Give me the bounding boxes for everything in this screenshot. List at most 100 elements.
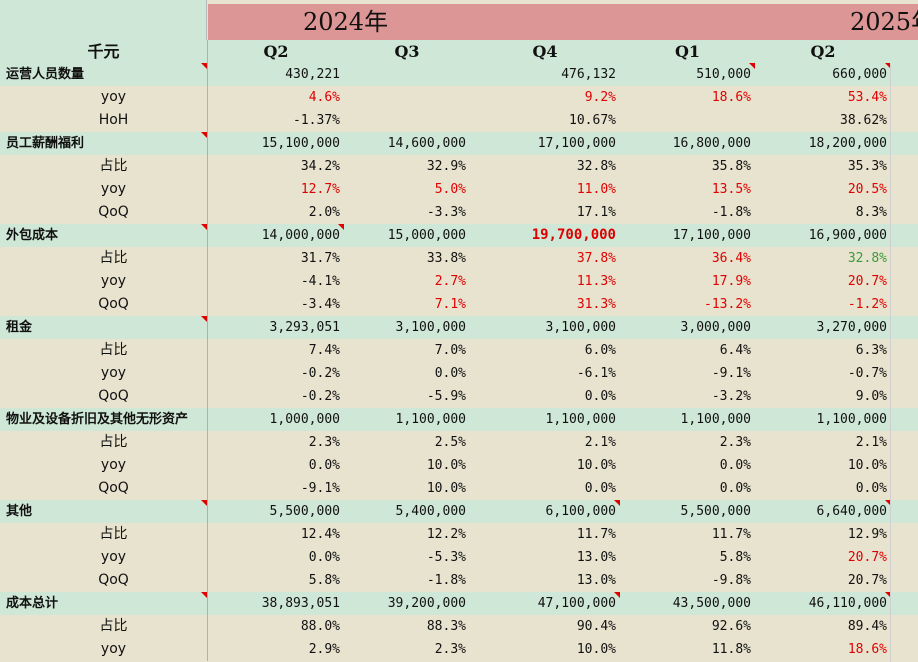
data-cell[interactable]: 10.0% xyxy=(576,642,616,657)
data-cell[interactable]: 5,500,000 xyxy=(269,504,340,519)
data-cell[interactable]: 1,000,000 xyxy=(269,412,340,427)
row-label-cell[interactable]: yoy xyxy=(0,270,208,293)
data-cell[interactable]: -9.1% xyxy=(711,366,751,381)
data-cell[interactable]: 31.3% xyxy=(576,297,616,312)
row-label-cell[interactable]: 租金 xyxy=(0,316,208,339)
data-cell[interactable]: 2.1% xyxy=(584,435,616,450)
data-cell[interactable]: -1.8% xyxy=(711,205,751,220)
data-cell[interactable]: 6.0% xyxy=(584,343,616,358)
overflow-cell[interactable] xyxy=(891,132,918,155)
data-cell[interactable]: -9.1% xyxy=(300,481,340,496)
overflow-cell[interactable] xyxy=(891,454,918,477)
data-cell[interactable]: 16,800,000 xyxy=(672,136,751,151)
data-cell[interactable]: 0.0% xyxy=(719,458,751,473)
data-cell[interactable]: 38.62% xyxy=(840,113,887,128)
data-cell[interactable]: 9.0% xyxy=(855,389,887,404)
column-header-2025-q1[interactable]: Q1 xyxy=(674,42,701,61)
row-label-cell[interactable]: 员工薪酬福利 xyxy=(0,132,208,155)
data-cell[interactable]: -0.2% xyxy=(300,366,340,381)
overflow-cell[interactable] xyxy=(891,569,918,592)
data-cell[interactable]: 18.6% xyxy=(847,642,887,657)
row-label-cell[interactable]: QoQ xyxy=(0,569,208,592)
overflow-cell[interactable] xyxy=(891,293,918,316)
row-label-cell[interactable]: QoQ xyxy=(0,201,208,224)
row-label-cell[interactable]: QoQ xyxy=(0,293,208,316)
data-cell[interactable]: 2.3% xyxy=(308,435,340,450)
data-cell[interactable]: 10.67% xyxy=(569,113,616,128)
data-cell[interactable]: 89.4% xyxy=(847,619,887,634)
data-cell[interactable]: 13.0% xyxy=(576,573,616,588)
data-cell[interactable]: 36.4% xyxy=(711,251,751,266)
row-label-cell[interactable]: 占比 xyxy=(0,339,208,362)
data-cell[interactable]: 10.0% xyxy=(426,458,466,473)
data-cell[interactable] xyxy=(620,109,755,132)
data-cell[interactable]: 35.8% xyxy=(711,159,751,174)
data-cell[interactable]: 7.0% xyxy=(434,343,466,358)
data-cell[interactable]: 11.3% xyxy=(576,274,616,289)
data-cell[interactable]: 15,100,000 xyxy=(261,136,340,151)
overflow-cell[interactable] xyxy=(891,178,918,201)
data-cell[interactable]: 32.8% xyxy=(847,251,887,266)
row-label-cell[interactable]: yoy xyxy=(0,178,208,201)
overflow-cell[interactable] xyxy=(891,270,918,293)
data-cell[interactable]: 10.0% xyxy=(426,481,466,496)
data-cell[interactable]: 10.0% xyxy=(847,458,887,473)
data-cell[interactable]: 2.0% xyxy=(308,205,340,220)
data-cell[interactable]: 33.8% xyxy=(426,251,466,266)
data-cell[interactable]: 15,000,000 xyxy=(387,228,466,243)
row-label-cell[interactable]: HoH xyxy=(0,109,208,132)
row-label-cell[interactable]: yoy xyxy=(0,362,208,385)
unit-label[interactable]: 千元 xyxy=(0,40,208,63)
overflow-cell[interactable] xyxy=(891,408,918,431)
data-cell[interactable]: 4.6% xyxy=(308,90,340,105)
data-cell[interactable]: 2.9% xyxy=(308,642,340,657)
data-cell[interactable]: 0.0% xyxy=(855,481,887,496)
row-label-cell[interactable]: 占比 xyxy=(0,523,208,546)
data-cell[interactable]: 31.7% xyxy=(300,251,340,266)
data-cell[interactable]: 20.7% xyxy=(847,550,887,565)
data-cell[interactable]: 8.3% xyxy=(855,205,887,220)
row-label-cell[interactable]: 占比 xyxy=(0,431,208,454)
data-cell[interactable]: -13.2% xyxy=(704,297,751,312)
data-cell[interactable]: 11.7% xyxy=(576,527,616,542)
row-label-cell[interactable]: 占比 xyxy=(0,615,208,638)
data-cell[interactable]: 12.9% xyxy=(847,527,887,542)
row-label-cell[interactable]: QoQ xyxy=(0,477,208,500)
data-cell[interactable]: -6.1% xyxy=(576,366,616,381)
data-cell[interactable]: 20.7% xyxy=(847,573,887,588)
data-cell[interactable]: 0.0% xyxy=(308,550,340,565)
overflow-cell[interactable] xyxy=(891,592,918,615)
data-cell[interactable]: 6,640,000 xyxy=(755,500,891,523)
data-cell[interactable]: 17,100,000 xyxy=(672,228,751,243)
column-header-2025-q2[interactable]: Q2 xyxy=(810,42,836,61)
overflow-cell[interactable] xyxy=(891,615,918,638)
data-cell[interactable]: 3,270,000 xyxy=(816,320,887,335)
data-cell[interactable]: 0.0% xyxy=(584,481,616,496)
data-cell[interactable]: 18.6% xyxy=(711,90,751,105)
data-cell[interactable]: 20.5% xyxy=(847,182,887,197)
data-cell[interactable]: 17.1% xyxy=(576,205,616,220)
overflow-cell[interactable] xyxy=(891,155,918,178)
data-cell[interactable]: 0.0% xyxy=(308,458,340,473)
data-cell[interactable]: 13.5% xyxy=(711,182,751,197)
row-label-cell[interactable]: yoy xyxy=(0,86,208,109)
data-cell[interactable]: 476,132 xyxy=(561,67,616,82)
overflow-cell[interactable] xyxy=(891,109,918,132)
overflow-cell[interactable] xyxy=(891,477,918,500)
overflow-cell[interactable] xyxy=(891,546,918,569)
data-cell[interactable]: 0.0% xyxy=(434,366,466,381)
data-cell[interactable]: 88.3% xyxy=(426,619,466,634)
data-cell[interactable]: 17,100,000 xyxy=(537,136,616,151)
data-cell[interactable]: 0.0% xyxy=(719,481,751,496)
data-cell[interactable]: 5.0% xyxy=(434,182,466,197)
data-cell[interactable]: 47,100,000 xyxy=(470,592,620,615)
data-cell[interactable] xyxy=(344,63,470,86)
column-header-2024-q4[interactable]: Q4 xyxy=(532,42,558,61)
data-cell[interactable]: 37.8% xyxy=(576,251,616,266)
data-cell[interactable]: 17.9% xyxy=(711,274,751,289)
data-cell[interactable]: 39,200,000 xyxy=(387,596,466,611)
column-header-overflow[interactable] xyxy=(891,40,918,63)
row-label-cell[interactable]: 运营人员数量 xyxy=(0,63,208,86)
data-cell[interactable]: 16,900,000 xyxy=(808,228,887,243)
data-cell[interactable]: 11.8% xyxy=(711,642,751,657)
